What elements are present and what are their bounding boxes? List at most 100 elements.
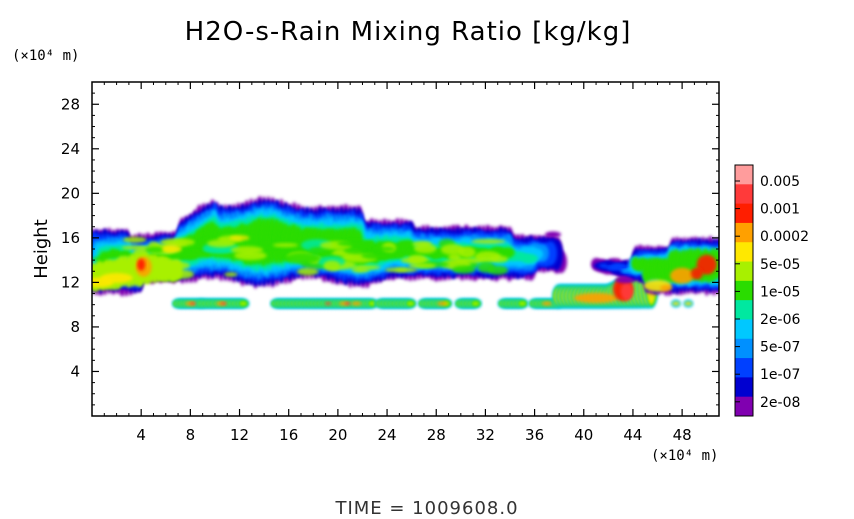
field-cell <box>170 259 183 280</box>
field-cell <box>284 252 320 264</box>
field-cell <box>452 265 476 274</box>
x-tick-label: 20 <box>328 426 347 444</box>
field-cell <box>660 284 673 291</box>
colorbar-segment <box>735 242 753 263</box>
colorbar-label: 5e-07 <box>760 340 800 356</box>
chart-title: H2O-s-Rain Mixing Ratio [kg/kg] <box>185 17 632 47</box>
colorbar-segment <box>735 165 753 185</box>
colorbar: 0.005 0.001 0.0002 5e-05 1e-05 2e-06 5e-07 1e-0… <box>734 164 809 417</box>
field-cell <box>696 254 717 275</box>
x-tick-label: 16 <box>279 426 298 444</box>
x-tick-label: 44 <box>623 426 642 444</box>
x-axis: 4 8 12 16 20 24 28 32 36 40 44 48 <box>103 82 708 444</box>
field-cell <box>177 251 215 258</box>
colorbar-segment <box>735 261 753 282</box>
field-cell <box>361 252 394 260</box>
field-cell <box>477 261 495 273</box>
field-cell <box>296 267 319 276</box>
y-axis: 4 8 12 16 20 24 28 <box>61 92 719 406</box>
field-cell <box>690 267 703 280</box>
field-cell <box>384 267 408 273</box>
field-cell <box>145 246 165 254</box>
field-cell <box>502 247 515 258</box>
field-cell <box>272 243 299 248</box>
x-unit-label: (×10⁴ m) <box>651 448 718 464</box>
y-tick-label: 20 <box>61 184 80 202</box>
y-unit-label: (×10⁴ m) <box>12 48 79 64</box>
y-tick-label: 16 <box>61 229 80 247</box>
y-tick-label: 4 <box>70 362 80 380</box>
field-cell <box>229 234 250 241</box>
field-cell <box>374 246 395 252</box>
colorbar-segment <box>735 300 753 320</box>
field-cell <box>257 243 278 249</box>
colorbar-segment <box>735 396 753 417</box>
field-cell <box>670 267 695 284</box>
field-cell <box>100 272 133 283</box>
field-cell <box>545 231 562 238</box>
colorbar-label: 5e-05 <box>760 257 800 273</box>
field-cell <box>224 272 238 277</box>
field-cell <box>137 258 146 271</box>
field-cell <box>574 292 619 303</box>
field-cell <box>541 301 552 306</box>
field-cell <box>408 263 437 269</box>
y-tick-label: 8 <box>70 318 80 336</box>
field-cell <box>471 239 506 244</box>
field-cell <box>471 301 480 306</box>
x-tick-label: 12 <box>230 426 249 444</box>
field-cell <box>207 239 236 248</box>
field-cell <box>518 301 527 306</box>
y-axis-label: Height <box>31 219 52 279</box>
field-cell <box>406 301 415 306</box>
colorbar-label: 2e-06 <box>760 312 800 328</box>
field-cell <box>440 244 465 255</box>
mixing-ratio-field <box>92 195 719 309</box>
colorbar-label: 0.001 <box>760 202 800 218</box>
field-cell <box>408 254 427 264</box>
colorbar-label: 2e-08 <box>760 395 800 411</box>
x-tick-label: 40 <box>574 426 593 444</box>
colorbar-segment <box>735 358 753 378</box>
colorbar-segment <box>735 280 753 301</box>
field-cell <box>121 245 150 250</box>
y-tick-label: 12 <box>61 273 80 291</box>
colorbar-label: 1e-07 <box>760 367 800 383</box>
x-tick-label: 48 <box>673 426 692 444</box>
colorbar-segment <box>735 377 753 398</box>
field-cell <box>161 245 182 253</box>
colorbar-segment <box>735 184 753 205</box>
x-tick-label: 4 <box>136 426 146 444</box>
colorbar-segment <box>735 338 753 359</box>
field-cell <box>684 301 693 306</box>
time-label: TIME = 1009608.0 <box>334 498 518 519</box>
field-cell <box>189 302 196 306</box>
colorbar-segment <box>735 222 753 243</box>
field-cell <box>230 246 264 254</box>
colorbar-label: 0.005 <box>760 174 800 190</box>
colorbar-segment <box>735 203 753 224</box>
colorbar-label: 1e-05 <box>760 284 800 300</box>
field-cell <box>351 267 370 273</box>
y-tick-label: 28 <box>61 95 80 113</box>
field-cell <box>344 302 351 306</box>
colorbar-frame <box>734 164 754 417</box>
field-cell <box>160 238 195 247</box>
field-cell <box>615 277 634 284</box>
field-cell <box>325 302 332 306</box>
field-cell <box>671 301 680 306</box>
colorbar-label: 0.0002 <box>760 229 809 245</box>
field-cell <box>239 301 248 306</box>
field-cell <box>220 302 227 306</box>
x-tick-label: 36 <box>525 426 544 444</box>
field-cell <box>337 240 375 247</box>
x-tick-label: 8 <box>186 426 196 444</box>
x-tick-label: 24 <box>378 426 397 444</box>
x-tick-label: 32 <box>476 426 495 444</box>
field-cell <box>526 254 538 263</box>
field-cell <box>620 282 633 301</box>
field-cell <box>122 236 147 243</box>
field-cell <box>323 260 341 272</box>
field-cell <box>448 253 461 261</box>
